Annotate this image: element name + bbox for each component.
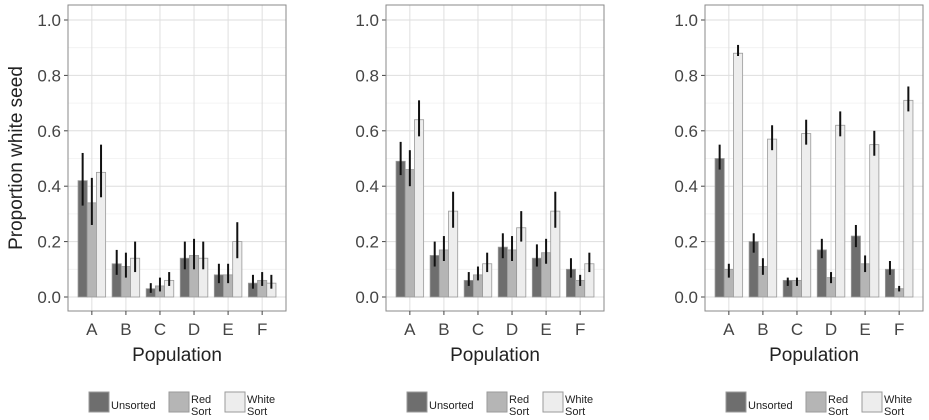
legend-label: Sort — [191, 406, 211, 418]
bar — [835, 124, 846, 298]
x-tick-label: A — [723, 320, 735, 339]
legend-label: Unsorted — [429, 400, 474, 412]
x-tick-label: A — [404, 320, 416, 339]
bar — [404, 169, 415, 298]
legend-label: Sort — [247, 406, 267, 418]
bar — [767, 138, 778, 298]
y-tick-label: 1.0 — [355, 11, 379, 30]
x-tick-label: F — [257, 320, 267, 339]
chart-panel-3: 0.0 0.2 0.4 0.6 0.8 1.0 A B C D E F Population Unsort… — [674, 4, 924, 418]
y-tick-label: 0.2 — [37, 233, 61, 252]
legend-swatch — [88, 391, 110, 413]
legend-swatch — [805, 391, 827, 413]
legend-swatch — [406, 391, 428, 413]
legend-label: Unsorted — [748, 400, 793, 412]
x-axis-title: Population — [132, 345, 222, 366]
y-tick-label: 0.4 — [674, 177, 698, 196]
y-tick-label: 0.2 — [355, 233, 379, 252]
legend-swatch — [725, 391, 747, 413]
y-tick-label: 0.6 — [355, 122, 379, 141]
legend-label: Sort — [509, 406, 529, 418]
bar — [869, 144, 880, 298]
plot-border — [67, 4, 287, 312]
bar — [395, 160, 406, 298]
y-tick-label: 0.8 — [674, 66, 698, 85]
legend-label: Sort — [828, 406, 848, 418]
x-tick-label: F — [575, 320, 585, 339]
x-tick-label: C — [472, 320, 484, 339]
plot-border — [385, 4, 605, 312]
legend-label: Red — [191, 394, 211, 406]
x-tick-label: C — [154, 320, 166, 339]
y-tick-label: 0.8 — [355, 66, 379, 85]
x-tick-label: E — [859, 320, 870, 339]
x-tick-label: D — [506, 320, 518, 339]
legend-swatch — [861, 391, 883, 413]
y-tick-label: 0.0 — [37, 288, 61, 307]
x-tick-label: D — [825, 320, 837, 339]
legend-label: Red — [509, 394, 529, 406]
legend-swatch — [168, 391, 190, 413]
x-tick-label: D — [188, 320, 200, 339]
legend-swatch — [542, 391, 564, 413]
y-tick-label: 0.4 — [37, 177, 61, 196]
y-tick-label: 1.0 — [674, 11, 698, 30]
y-tick-label: 0.6 — [674, 122, 698, 141]
plot-border — [704, 4, 924, 312]
legend-swatch — [224, 391, 246, 413]
legend-label: Sort — [884, 406, 904, 418]
x-tick-label: F — [894, 320, 904, 339]
legend-label: Sort — [565, 406, 585, 418]
bar — [733, 52, 744, 298]
bar — [414, 119, 425, 298]
y-tick-label: 0.0 — [355, 288, 379, 307]
bar — [714, 158, 725, 298]
y-tick-label: 0.2 — [674, 233, 698, 252]
y-tick-label: 1.0 — [37, 11, 61, 30]
x-tick-label: E — [222, 320, 233, 339]
x-tick-label: B — [438, 320, 449, 339]
x-tick-label: A — [86, 320, 98, 339]
chart-panel-1: 0.0 0.2 0.4 0.6 0.8 1.0 A B C D E F Population Propor… — [6, 4, 287, 418]
y-tick-label: 0.8 — [37, 66, 61, 85]
legend-label: Red — [828, 394, 848, 406]
x-tick-label: B — [120, 320, 131, 339]
legend-label: White — [247, 394, 275, 406]
y-tick-label: 0.6 — [37, 122, 61, 141]
bar — [801, 133, 812, 298]
y-tick-label: 0.4 — [355, 177, 379, 196]
x-axis-title: Population — [769, 345, 859, 366]
x-tick-label: B — [757, 320, 768, 339]
x-tick-label: E — [540, 320, 551, 339]
y-axis-title: Proportion white seed — [6, 66, 27, 250]
chart-panel-2: 0.0 0.2 0.4 0.6 0.8 1.0 A B C D E F Population Unsort… — [355, 4, 605, 418]
legend-label: White — [884, 394, 912, 406]
bar — [903, 99, 914, 298]
legend-label: Unsorted — [111, 400, 156, 412]
legend-swatch — [486, 391, 508, 413]
y-tick-label: 0.0 — [674, 288, 698, 307]
x-tick-label: C — [791, 320, 803, 339]
x-axis-title: Population — [450, 345, 540, 366]
legend-label: White — [565, 394, 593, 406]
